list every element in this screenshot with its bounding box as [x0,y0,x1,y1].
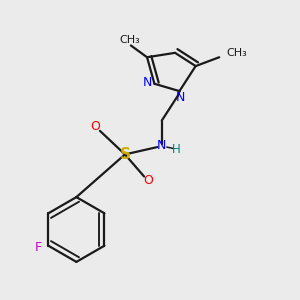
Text: O: O [144,174,154,188]
Text: N: N [176,91,186,104]
Text: N: N [157,139,167,152]
Text: CH₃: CH₃ [226,48,247,58]
Text: N: N [142,76,152,89]
Text: S: S [119,147,130,162]
Text: H: H [172,143,181,157]
Text: F: F [34,241,42,254]
Text: CH₃: CH₃ [119,34,140,45]
Text: O: O [91,120,100,133]
